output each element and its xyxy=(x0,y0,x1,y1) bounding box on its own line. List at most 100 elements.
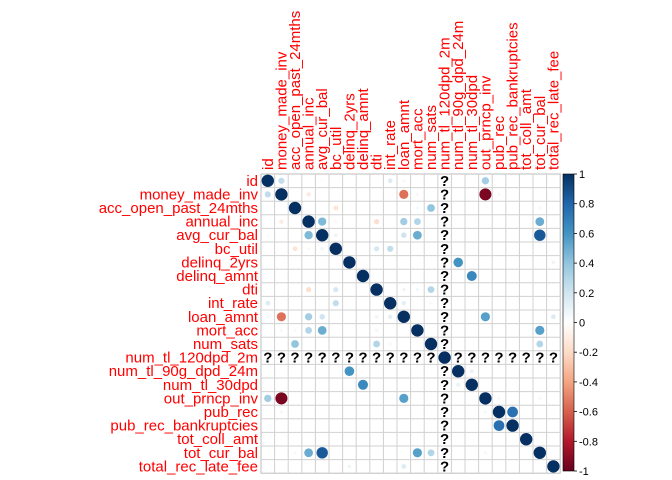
correlation-circle xyxy=(388,260,392,264)
correlation-circle xyxy=(510,328,515,332)
correlation-circle xyxy=(524,424,528,428)
correlation-circle xyxy=(483,437,487,441)
correlation-circle xyxy=(375,396,379,400)
column-label: total_rec_late_fee xyxy=(545,51,562,170)
column-label: avg_cur_bal xyxy=(314,88,331,170)
correlation-circle xyxy=(538,301,542,305)
correlation-circle xyxy=(399,189,409,199)
correlation-circle xyxy=(279,274,283,278)
correlation-circle xyxy=(261,174,274,187)
na-marker: ? xyxy=(440,173,449,190)
correlation-circle xyxy=(320,260,324,264)
correlation-circle xyxy=(415,383,419,387)
row-label: pub_rec_bankruptcies xyxy=(110,418,258,435)
correlation-circle xyxy=(470,288,474,292)
correlation-circle xyxy=(456,220,460,224)
na-marker: ? xyxy=(372,350,381,367)
correlation-circle xyxy=(307,410,311,414)
correlation-circle xyxy=(347,288,351,292)
correlation-circle xyxy=(375,179,379,183)
correlation-circle xyxy=(415,274,419,278)
correlation-circle xyxy=(429,396,433,400)
correlation-circle xyxy=(293,192,297,196)
row-label: delinq_amnt xyxy=(176,268,259,285)
correlation-circle xyxy=(456,233,460,237)
correlation-circle xyxy=(275,188,288,201)
correlation-circle xyxy=(320,437,324,441)
correlation-circle xyxy=(375,410,379,414)
na-marker: ? xyxy=(413,350,422,367)
correlation-circle xyxy=(266,342,270,346)
correlation-circle xyxy=(276,312,286,322)
correlation-circle xyxy=(293,424,297,428)
correlation-circle xyxy=(456,424,460,428)
correlation-circle xyxy=(374,315,379,319)
correlation-circle xyxy=(375,451,379,455)
correlation-circle xyxy=(334,342,338,346)
correlation-circle xyxy=(356,269,370,283)
correlation-circle xyxy=(375,301,379,305)
colorbar-tick-label: -0.8 xyxy=(579,436,598,448)
correlation-circle xyxy=(510,274,515,278)
correlation-circle xyxy=(414,218,421,225)
correlation-circle xyxy=(279,328,283,332)
correlation-circle xyxy=(266,233,270,237)
correlation-circle xyxy=(332,300,339,307)
correlation-circle xyxy=(497,437,501,441)
colorbar-tick-label: -0.6 xyxy=(579,407,598,419)
correlation-circle xyxy=(388,369,392,373)
correlation-circle xyxy=(347,424,351,428)
correlation-circle xyxy=(317,326,327,335)
correlation-circle xyxy=(510,369,515,373)
correlation-circle xyxy=(402,260,406,264)
correlation-circle xyxy=(470,437,474,441)
correlation-circle xyxy=(402,451,406,455)
correlation-circle xyxy=(497,383,501,387)
correlation-circle xyxy=(347,274,351,278)
colorbar-tick-label: -0.2 xyxy=(579,347,598,359)
correlation-circle xyxy=(293,288,297,292)
correlation-circle xyxy=(361,179,365,183)
correlation-circle xyxy=(266,274,270,278)
row-label: acc_open_past_24mths xyxy=(99,200,258,217)
correlation-circle xyxy=(429,464,433,468)
correlation-circle xyxy=(264,394,272,403)
correlation-circle xyxy=(388,342,392,346)
correlation-circle xyxy=(456,179,460,183)
correlation-circle xyxy=(279,247,283,251)
correlation-circle xyxy=(483,233,487,237)
correlation-circle xyxy=(465,378,478,391)
correlation-circle xyxy=(427,204,435,212)
correlation-circle xyxy=(361,437,365,441)
correlation-circle xyxy=(388,328,392,332)
row-label: int_rate xyxy=(208,295,258,312)
correlation-circle xyxy=(279,369,283,373)
correlation-circle xyxy=(456,206,460,210)
correlation-circle xyxy=(551,288,556,292)
correlation-circle xyxy=(266,424,270,428)
correlation-circle xyxy=(429,410,433,414)
correlation-circle xyxy=(320,342,324,346)
correlation-circle xyxy=(551,410,556,414)
correlation-circle xyxy=(551,451,556,455)
row-label: dti xyxy=(242,282,258,299)
correlation-circle xyxy=(497,274,501,278)
correlation-circle xyxy=(427,286,435,293)
correlation-circle xyxy=(288,201,302,215)
correlation-circle xyxy=(388,192,392,196)
correlation-circle xyxy=(483,260,487,264)
correlation-circle xyxy=(387,245,394,252)
correlation-circle xyxy=(347,410,351,414)
correlation-circle xyxy=(415,247,419,251)
correlation-circle xyxy=(470,206,474,210)
correlation-circle xyxy=(402,206,406,210)
correlation-circle xyxy=(415,464,419,468)
correlation-circle xyxy=(483,220,487,224)
correlation-circle xyxy=(266,220,270,224)
correlation-circle xyxy=(293,260,297,264)
column-label: mort_acc xyxy=(409,108,426,170)
correlation-circle xyxy=(293,437,297,441)
correlation-circle xyxy=(307,464,311,468)
correlation-circle xyxy=(401,232,407,238)
na-marker: ? xyxy=(440,309,449,326)
